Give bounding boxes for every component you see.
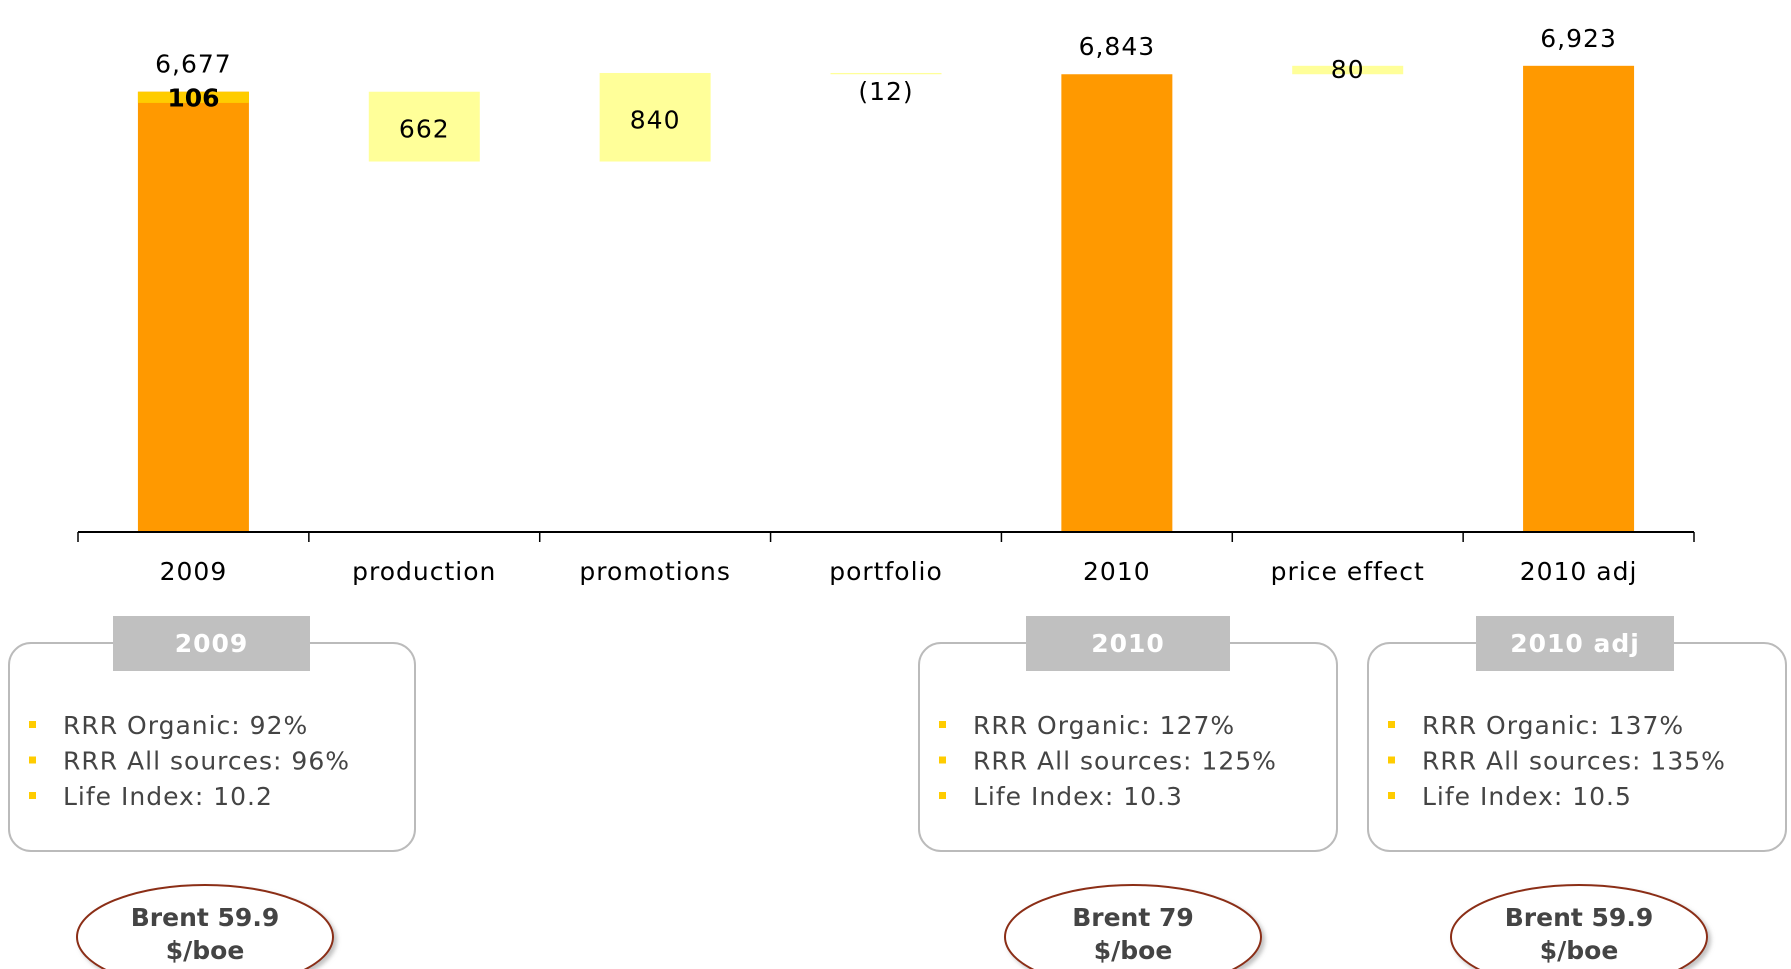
- delta-bar: [1292, 65, 1404, 75]
- brent-text: $/boe: [166, 936, 245, 965]
- total-bar: [1061, 74, 1173, 532]
- x-tick-label: 2010 adj: [1520, 557, 1638, 586]
- total-bar: [137, 91, 249, 532]
- bullet: [1388, 721, 1395, 728]
- x-tick-label: promotions: [579, 557, 730, 586]
- info-item: RRR All sources: 135%: [1422, 747, 1726, 776]
- value-label: 840: [630, 105, 681, 134]
- bullet: [1388, 756, 1395, 764]
- bullet: [29, 756, 36, 764]
- info-title: 2010 adj: [1510, 629, 1640, 658]
- brent-text: Brent 59.9: [1505, 903, 1653, 932]
- info-tab: [1476, 616, 1674, 671]
- bullet: [29, 792, 36, 799]
- x-tick-label: portfolio: [829, 557, 943, 586]
- brent-text: $/boe: [1540, 936, 1619, 965]
- info-title: 2010: [1091, 629, 1165, 658]
- inner-segment: [137, 91, 249, 103]
- value-label: 6,677: [155, 50, 232, 79]
- delta-bar: [368, 91, 480, 162]
- x-tick-label: production: [352, 557, 496, 586]
- delta-bar: [599, 72, 711, 162]
- bullet: [939, 756, 946, 764]
- value-label: (12): [858, 77, 913, 106]
- delta-bar: [830, 72, 942, 75]
- info-title: 2009: [175, 629, 249, 658]
- info-item: RRR All sources: 96%: [63, 747, 350, 776]
- x-tick-label: 2010: [1083, 557, 1151, 586]
- info-item: RRR Organic: 137%: [1422, 711, 1684, 740]
- brent-oval: [76, 884, 334, 969]
- bullet: [939, 792, 946, 799]
- brent-text: Brent 79: [1072, 903, 1194, 932]
- bullet: [29, 721, 36, 728]
- brent-text: $/boe: [1094, 936, 1173, 965]
- inner-segment-label: 106: [167, 83, 219, 112]
- info-item: RRR Organic: 92%: [63, 711, 308, 740]
- info-tab: [113, 616, 310, 671]
- bullet: [1388, 792, 1395, 799]
- value-label: 6,923: [1540, 24, 1617, 53]
- info-tab: [1026, 616, 1230, 671]
- value-label: 6,843: [1079, 32, 1156, 61]
- brent-text: Brent 59.9: [131, 903, 279, 932]
- value-label: 662: [399, 115, 450, 144]
- value-label: 80: [1331, 55, 1365, 84]
- brent-oval: [1004, 884, 1262, 969]
- info-item: RRR All sources: 125%: [973, 747, 1277, 776]
- x-tick-label: price effect: [1271, 557, 1425, 586]
- brent-oval: [1450, 884, 1708, 969]
- total-bar: [1523, 65, 1635, 533]
- bullet: [939, 721, 946, 728]
- info-item: RRR Organic: 127%: [973, 711, 1235, 740]
- info-item: Life Index: 10.3: [973, 782, 1183, 811]
- x-tick-label: 2009: [160, 557, 228, 586]
- info-item: Life Index: 10.5: [1422, 782, 1632, 811]
- info-item: Life Index: 10.2: [63, 782, 273, 811]
